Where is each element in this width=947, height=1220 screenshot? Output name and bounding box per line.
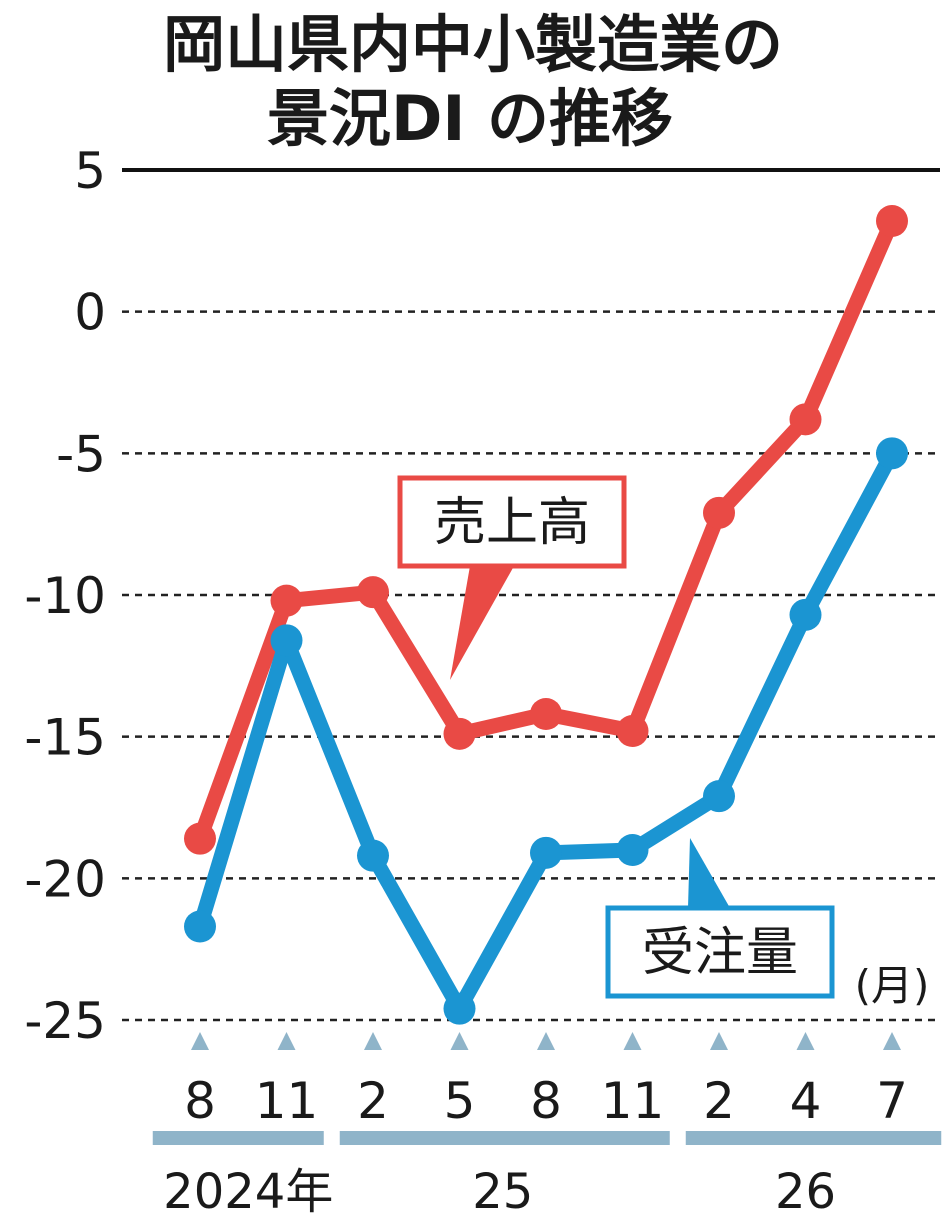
chart-title-line-1: 岡山県内中小製造業の [163, 8, 783, 81]
data-point [443, 717, 476, 750]
data-point [357, 839, 389, 872]
data-point [184, 822, 216, 855]
callout-pointer [688, 838, 730, 908]
x-tick-marker [191, 1032, 209, 1050]
year-group-bar [152, 1131, 324, 1145]
series-name-label: 売上高 [434, 493, 590, 553]
data-point [443, 992, 476, 1025]
data-point [530, 836, 562, 869]
x-unit-label: (月) [855, 961, 930, 1010]
year-group-label: 2024年 [163, 1164, 333, 1220]
legend-callout: 受注量 [605, 838, 835, 999]
data-point [184, 910, 216, 943]
callout-box [397, 475, 627, 569]
y-tick-label: -5 [56, 425, 106, 483]
data-point [616, 834, 649, 866]
x-tick-label: 7 [876, 1072, 908, 1130]
chart-title-line-2: 景況DI の推移 [267, 82, 673, 155]
y-axis-ticks: 5 0 -5 -10 -15 -20 -25 [24, 142, 106, 1050]
legend-callout: 売上高 [397, 475, 627, 680]
year-group-bar [685, 1131, 942, 1145]
data-point [703, 496, 735, 529]
y-tick-label: -25 [24, 992, 106, 1050]
y-tick-label: 0 [74, 284, 106, 342]
x-tick-label: 4 [790, 1072, 822, 1130]
data-point [703, 780, 735, 813]
year-group-bar [339, 1131, 670, 1145]
y-tick-label: 5 [74, 142, 106, 200]
year-group-label: 26 [775, 1164, 836, 1220]
x-tick-marker [623, 1032, 642, 1050]
x-tick-label: 8 [184, 1072, 216, 1130]
series-name-label: 受注量 [642, 923, 798, 983]
x-tick-marker [537, 1032, 555, 1050]
x-tick-marker [450, 1032, 469, 1050]
data-point [270, 584, 303, 617]
data-point [876, 205, 908, 237]
x-tick-marker [710, 1032, 728, 1050]
data-point [357, 576, 389, 609]
data-point [789, 598, 822, 631]
x-tick-marker [277, 1032, 296, 1050]
data-point [789, 403, 822, 436]
data-point [530, 698, 562, 730]
x-tick-label: 2 [357, 1072, 389, 1130]
x-tick-label: 5 [444, 1072, 476, 1130]
series-lines [184, 205, 908, 1025]
x-tick-label: 11 [255, 1072, 319, 1130]
x-tick-label: 11 [601, 1072, 665, 1130]
x-tick-marker [364, 1032, 382, 1050]
x-tick-label: 8 [530, 1072, 562, 1130]
x-tick-marker [883, 1032, 901, 1050]
year-group-label: 25 [472, 1164, 533, 1220]
x-tick-label: 2 [703, 1072, 735, 1130]
y-tick-label: -10 [24, 567, 106, 625]
data-point [876, 437, 908, 470]
y-tick-label: -20 [24, 850, 106, 908]
callout-pointer [450, 566, 514, 680]
x-tick-marker [796, 1032, 815, 1050]
data-point [270, 624, 303, 657]
y-tick-label: -15 [24, 709, 106, 767]
data-point [616, 715, 649, 747]
callout-box [605, 905, 835, 999]
